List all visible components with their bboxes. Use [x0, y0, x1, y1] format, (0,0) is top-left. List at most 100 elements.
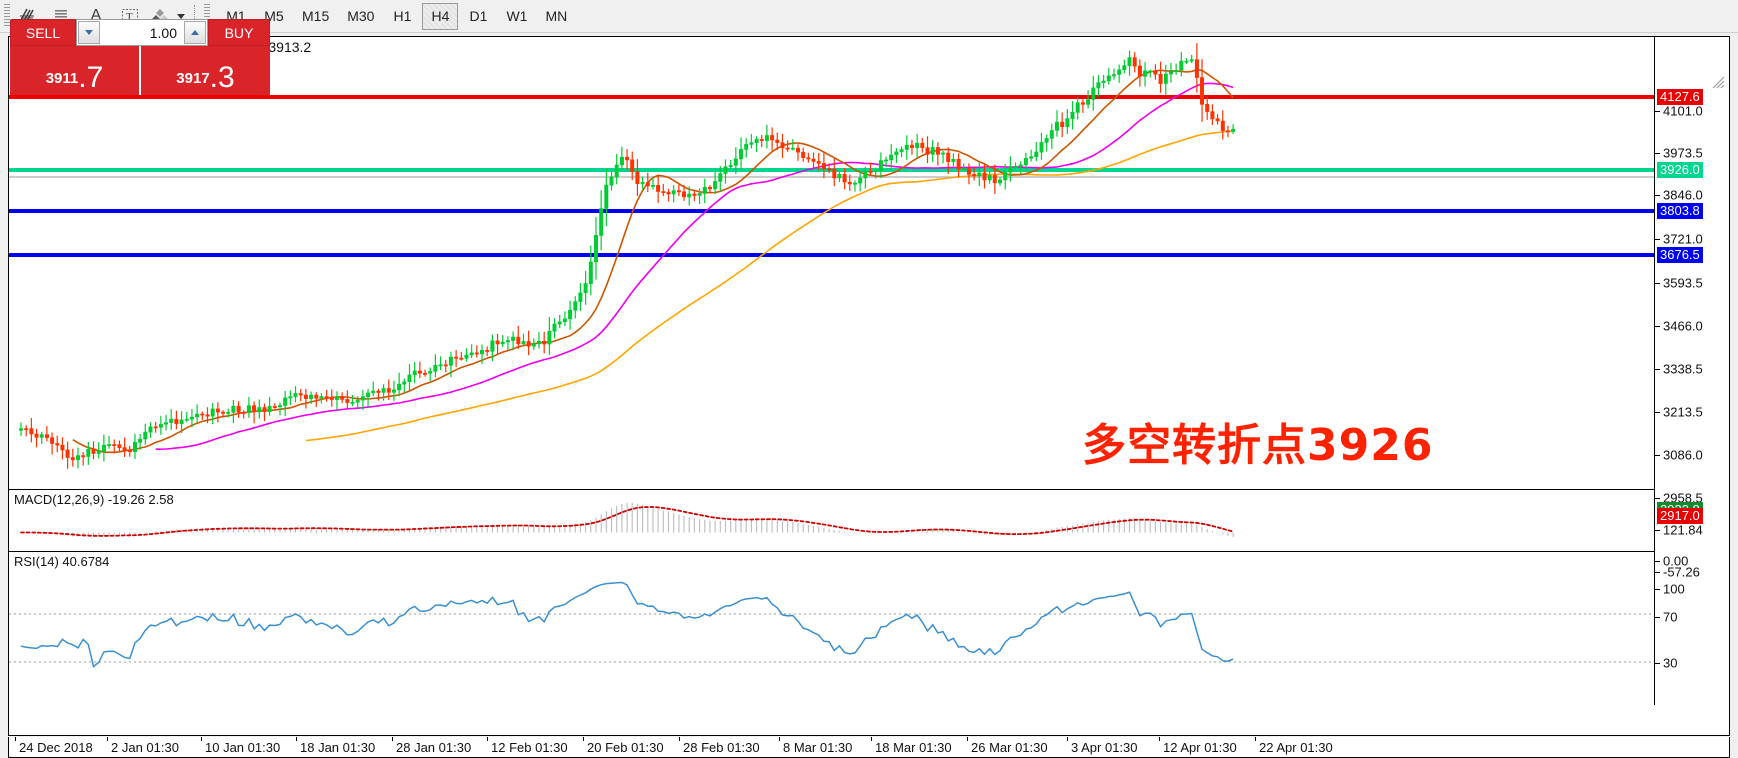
- candle-body: [112, 444, 117, 447]
- candle-body: [1112, 74, 1117, 77]
- axis-tick: [1655, 663, 1660, 664]
- sell-button[interactable]: SELL: [10, 19, 76, 46]
- candle-body: [749, 142, 754, 145]
- price-pane[interactable]: [9, 37, 1656, 487]
- candle-body: [547, 330, 552, 345]
- chart-annotation-text[interactable]: 多空转折点3926: [1082, 420, 1434, 471]
- candle-body: [884, 159, 889, 162]
- candle-body: [821, 163, 826, 170]
- timeframe-button-w1[interactable]: W1: [506, 8, 528, 24]
- candle-body: [909, 144, 914, 148]
- price-chip-3676-5[interactable]: 3676.5: [1657, 247, 1703, 263]
- volume-stepper[interactable]: 1.00: [76, 19, 208, 46]
- time-axis-label: 2 Jan 01:30: [111, 740, 179, 755]
- price-chip-3926-0[interactable]: 3926.0: [1657, 162, 1703, 178]
- sell-price-display[interactable]: 3911.7: [10, 46, 141, 95]
- candle-body: [982, 172, 987, 181]
- macd-axis-label: 121.84: [1663, 522, 1703, 538]
- time-axis[interactable]: 24 Dec 2018 2 Jan 01:30 10 Jan 01:30 18 Jan…: [8, 737, 1730, 758]
- volume-input[interactable]: 1.00: [149, 24, 177, 41]
- buy-button[interactable]: BUY: [208, 19, 270, 46]
- time-axis-label: 12 Feb 01:30: [491, 740, 568, 755]
- candle-body: [935, 147, 940, 155]
- candle-body: [412, 370, 417, 376]
- candle-body: [495, 340, 500, 345]
- candle-body: [780, 142, 785, 149]
- volume-increment-button[interactable]: [184, 21, 206, 44]
- candle-body: [599, 208, 604, 236]
- price-axis-label: 3213.5: [1663, 404, 1703, 420]
- macd-axis-label: 0.00: [1663, 553, 1689, 569]
- candle-body: [1174, 70, 1179, 73]
- candle-body: [614, 164, 619, 178]
- candle-body: [272, 406, 277, 408]
- price-chip-4127-6[interactable]: 4127.6: [1657, 89, 1703, 105]
- shapes-dropdown-icon[interactable]: [173, 1, 189, 31]
- candle-body: [1225, 130, 1230, 133]
- macd-histogram: [30, 502, 1234, 537]
- candle-body: [340, 396, 345, 400]
- timeframe-toolbar-grip[interactable]: [203, 4, 211, 28]
- toolbar-divider: [194, 5, 195, 27]
- candle-body: [479, 349, 484, 355]
- price-chart-svg: [9, 43, 1656, 469]
- candle-body: [324, 396, 329, 399]
- timeframe-button-d1[interactable]: D1: [469, 8, 488, 24]
- candle-body: [650, 185, 655, 187]
- axis-tick: [1655, 326, 1660, 327]
- sell-price-decimal: .7: [78, 61, 104, 94]
- toolbar-grip[interactable]: [3, 4, 11, 28]
- timeframe-button-m15[interactable]: M15: [302, 8, 330, 24]
- candle-body: [133, 441, 138, 453]
- svg-text:T: T: [126, 11, 133, 23]
- timeframe-button-h1[interactable]: H1: [393, 8, 412, 24]
- rsi-pane[interactable]: RSI(14) 40.6784: [9, 551, 1656, 705]
- chart-frame: CHINA300-,H4 3918.0 3961.1 3899.8 3913.2…: [8, 36, 1730, 736]
- buy-price-display[interactable]: 3917.3: [141, 46, 270, 95]
- macd-pane[interactable]: MACD(12,26,9) -19.26 2.58: [9, 489, 1656, 549]
- axis-tick: [1655, 239, 1660, 240]
- candle-body: [681, 191, 686, 198]
- time-tick: [296, 737, 297, 741]
- moving-average-fast-line: [72, 68, 1234, 454]
- price-chip-3803-8[interactable]: 3803.8: [1657, 203, 1703, 219]
- candle-body: [454, 356, 459, 359]
- timeframe-button-m30[interactable]: M30: [347, 8, 375, 24]
- candle-body: [376, 390, 381, 393]
- candle-body: [153, 426, 158, 429]
- price-axis-label: 3721.0: [1663, 231, 1703, 247]
- candle-body: [1060, 121, 1065, 127]
- candle-body: [76, 455, 81, 461]
- candle-body: [609, 176, 614, 186]
- timeframe-button-mn[interactable]: MN: [545, 8, 568, 24]
- candle-body: [143, 431, 148, 440]
- candle-body: [164, 422, 169, 425]
- candle-body: [738, 149, 743, 160]
- candle-body: [759, 139, 764, 141]
- candle-body: [391, 389, 396, 393]
- candle-body: [70, 457, 75, 461]
- chart-resize-grip[interactable]: [1711, 75, 1725, 89]
- price-axis[interactable]: 4127.64101.03973.53926.03918.43846.03803…: [1655, 37, 1729, 705]
- buy-price-integer: 3917: [176, 70, 210, 87]
- time-tick: [871, 737, 872, 741]
- candle-body: [790, 147, 795, 150]
- price-chip-ask[interactable]: 2917.0: [1657, 508, 1703, 524]
- volume-decrement-button[interactable]: [78, 21, 100, 44]
- text-label-icon[interactable]: A: [90, 7, 102, 24]
- candle-body: [200, 413, 205, 416]
- candle-body: [733, 158, 738, 166]
- candle-body: [329, 397, 334, 400]
- candle-body: [1205, 104, 1210, 112]
- axis-tick: [1655, 455, 1660, 456]
- candle-body: [34, 433, 39, 438]
- time-axis-label: 10 Jan 01:30: [205, 740, 281, 755]
- candle-body: [231, 405, 236, 413]
- candle-body: [433, 364, 438, 372]
- price-axis-label: 2958.5: [1663, 490, 1703, 506]
- price-axis-separator: [1654, 37, 1655, 705]
- candle-body: [464, 354, 469, 359]
- sell-price-integer: 3911: [45, 70, 79, 87]
- timeframe-button-h4[interactable]: H4: [422, 2, 459, 30]
